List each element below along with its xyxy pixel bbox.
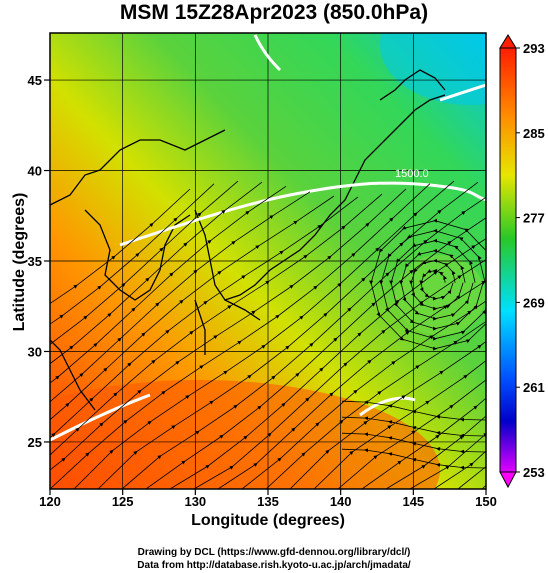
- colorbar-top-triangle: [499, 34, 517, 49]
- colorbar-tick-label-253: 253: [523, 465, 545, 480]
- y-axis-ticks: 25 30 35 40 45: [28, 73, 50, 450]
- colorbar-ticks: 293 285 277 269 261 253: [516, 41, 545, 480]
- x-axis-label: Longitude (degrees): [191, 512, 345, 529]
- x-tick-label-125: 125: [112, 494, 134, 509]
- credit-line-data-source: Data from http://database.rish.kyoto-u.a…: [137, 560, 411, 571]
- colorbar: 293 285 277 269 261 253: [499, 34, 545, 489]
- streamline: [369, 218, 486, 351]
- y-axis-label: Latitude (degrees): [11, 192, 28, 332]
- x-tick-label-135: 135: [257, 494, 279, 509]
- x-axis-ticks: 120 125 130 135 140 145 150: [39, 489, 497, 509]
- x-tick-label-130: 130: [184, 494, 206, 509]
- y-tick-label-25: 25: [28, 435, 42, 450]
- streamline: [341, 448, 486, 470]
- streamline: [530, 182, 548, 489]
- chart-title: MSM 15Z28Apr2023 (850.0hPa): [119, 1, 429, 24]
- colorbar-tick-label-285: 285: [523, 126, 545, 141]
- contour-label: 1500.0: [395, 168, 429, 180]
- y-tick-label-30: 30: [28, 344, 42, 359]
- cool-region-northeast: [380, 33, 486, 105]
- colorbar-bottom-triangle: [499, 471, 517, 489]
- x-tick-label-140: 140: [330, 494, 352, 509]
- colorbar-tick-label-293: 293: [523, 41, 545, 56]
- x-tick-label-120: 120: [39, 494, 61, 509]
- y-tick-label-40: 40: [28, 164, 42, 179]
- x-tick-label-150: 150: [475, 494, 497, 509]
- colorbar-tick-label-277: 277: [523, 211, 545, 226]
- x-tick-label-145: 145: [402, 494, 424, 509]
- wind-streamlines: [50, 180, 548, 489]
- y-tick-label-35: 35: [28, 254, 42, 269]
- colorbar-body: [499, 47, 517, 473]
- colorbar-tick-label-261: 261: [523, 380, 545, 395]
- colorbar-tick-label-269: 269: [523, 295, 545, 310]
- credit-line-dcl: Drawing by DCL (https://www.gfd-dennou.o…: [137, 547, 411, 558]
- y-tick-label-45: 45: [28, 73, 42, 88]
